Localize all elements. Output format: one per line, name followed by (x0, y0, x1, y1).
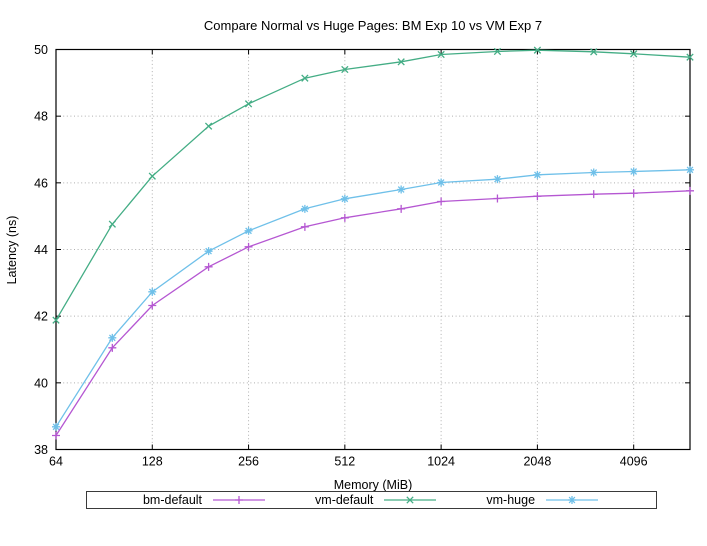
series-markers (52, 165, 694, 431)
y-tick-label: 46 (34, 176, 48, 190)
x-tick-label: 128 (142, 455, 163, 469)
y-tick-label: 48 (34, 110, 48, 124)
series-vm-huge (52, 165, 694, 431)
legend-sample-cross-icon (384, 496, 437, 504)
y-tick-label: 38 (34, 443, 48, 457)
x-tick-label: 512 (334, 455, 355, 469)
x-tick-label: 4096 (620, 455, 648, 469)
legend-label: vm-default (315, 493, 374, 507)
y-axis-label: Latency (ns) (5, 216, 19, 285)
x-tick-label: 64 (49, 455, 63, 469)
plot-content: 64 128 256 512 1024 2048 4096 38 40 42 44 46 48 50 (34, 43, 694, 469)
series-vm-default (52, 46, 694, 324)
chart-title: Compare Normal vs Huge Pages: BM Exp 10 … (204, 18, 542, 33)
legend-label: vm-huge (486, 493, 536, 507)
series-bm-default (52, 186, 694, 440)
y-tick-label: 50 (34, 43, 48, 57)
legend-label: bm-default (142, 493, 203, 507)
legend-entry-bm-default: bm-default (143, 492, 267, 508)
y-tick-label: 40 (34, 376, 48, 390)
x-tick-label: 1024 (427, 455, 455, 469)
legend-sample-asterisk-icon (546, 496, 599, 504)
x-axis-label: Memory (MiB) (334, 478, 412, 492)
legend-sample-plus-icon (213, 496, 266, 504)
legend: bm-default vm-default vm-huge (86, 491, 657, 509)
series-markers (52, 186, 694, 440)
legend-entry-vm-huge: vm-huge (486, 492, 600, 508)
series-line (55, 49, 691, 321)
x-tick-label: 2048 (523, 455, 551, 469)
series-line (55, 169, 691, 428)
series-line (55, 190, 691, 436)
series-markers (52, 46, 694, 324)
legend-entry-vm-default: vm-default (315, 492, 438, 508)
plot-border (55, 48, 691, 451)
y-tick-label: 44 (34, 243, 48, 257)
x-tick-label: 256 (238, 455, 259, 469)
y-tick-label: 42 (34, 310, 48, 324)
